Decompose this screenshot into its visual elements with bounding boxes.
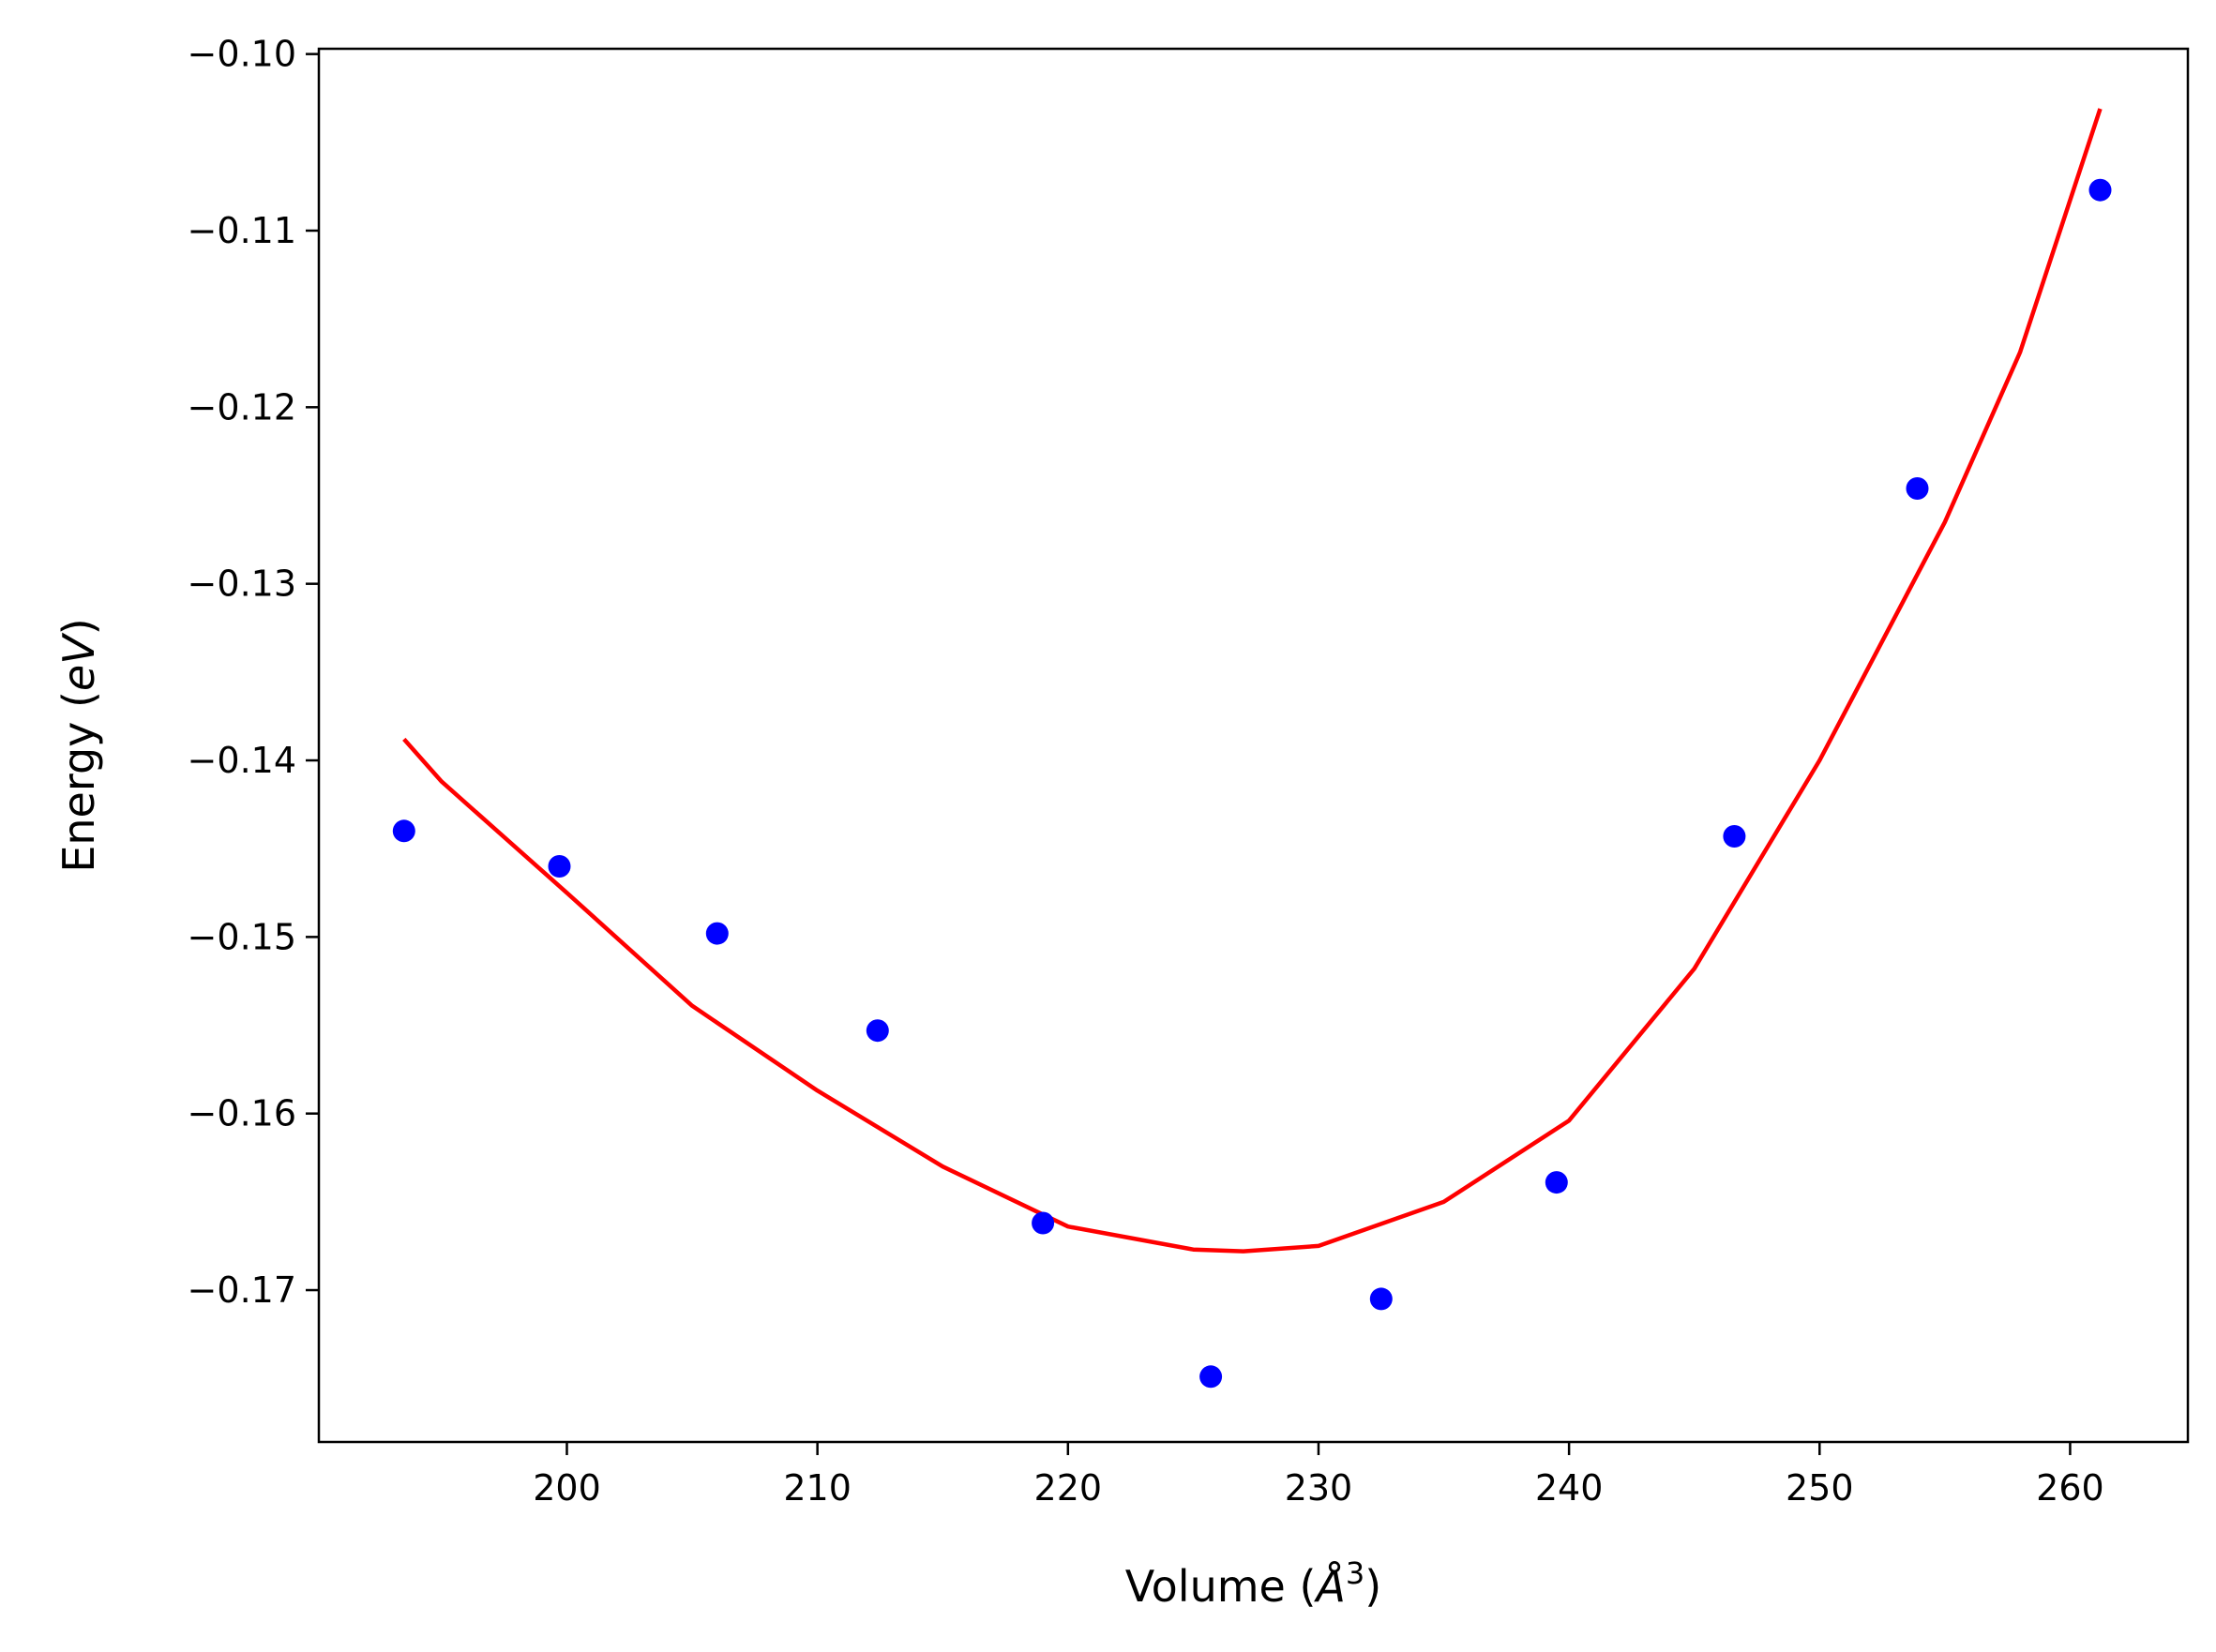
x-axis-label-close: )	[1364, 1561, 1381, 1612]
y-tick-label: −0.12	[188, 386, 296, 428]
y-tick-label: −0.11	[188, 210, 296, 251]
data-point	[1369, 1287, 1393, 1311]
y-tick-label: −0.17	[188, 1269, 296, 1311]
data-point	[1199, 1365, 1223, 1389]
x-axis-label-text: Volume	[1125, 1561, 1286, 1612]
x-axis-label-open: (	[1286, 1561, 1317, 1612]
y-axis-label-text: Energy	[53, 722, 104, 873]
y-tick-label: −0.15	[188, 916, 296, 957]
data-point	[866, 1019, 889, 1043]
x-tick-label: 240	[1535, 1467, 1604, 1509]
x-axis: 200 210 220 230 240 250 260	[533, 1442, 2104, 1509]
data-point	[705, 922, 729, 945]
plot-area	[392, 108, 2112, 1389]
y-axis-label-close: )	[53, 618, 104, 635]
x-axis-label: Volume (Å3)	[1125, 1555, 1381, 1612]
y-axis: −0.10 −0.11 −0.12 −0.13 −0.14 −0.15 −0.16 −0.17	[188, 34, 319, 1311]
plot-frame	[317, 47, 2190, 1444]
x-tick-label: 250	[1786, 1467, 1854, 1509]
x-tick-label: 260	[2036, 1467, 2104, 1509]
x-tick-label: 220	[1034, 1467, 1103, 1509]
x-axis-unit-base: Å	[1313, 1561, 1345, 1612]
x-tick-label: 210	[783, 1467, 852, 1509]
data-point	[1545, 1171, 1568, 1194]
y-tick-label: −0.16	[188, 1093, 296, 1134]
data-point	[2088, 178, 2112, 202]
fit-curve	[402, 108, 2103, 1254]
y-axis-label-open: (	[53, 691, 104, 722]
data-point	[1723, 825, 1746, 848]
x-tick-label: 230	[1285, 1467, 1353, 1509]
data-point	[1906, 477, 1929, 500]
data-point	[548, 855, 571, 878]
x-tick-label: 200	[533, 1467, 601, 1509]
x-axis-unit-exp: 3	[1346, 1555, 1364, 1591]
y-axis-label: Energy (eV)	[53, 618, 104, 872]
y-tick-label: −0.10	[188, 34, 296, 75]
data-point	[1032, 1211, 1055, 1235]
data-point	[392, 819, 415, 843]
y-tick-label: −0.14	[188, 740, 296, 781]
y-tick-label: −0.13	[188, 563, 296, 605]
y-axis-unit: eV	[53, 632, 104, 691]
